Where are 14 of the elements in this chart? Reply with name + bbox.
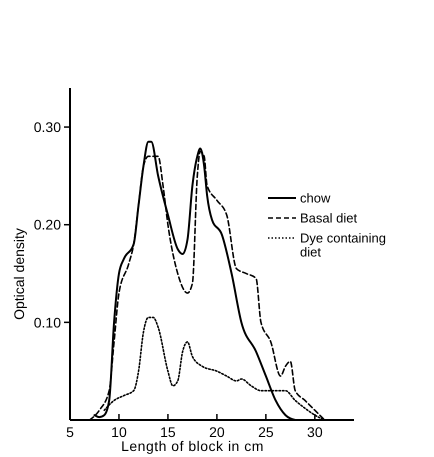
y-tick-label: 0.10 (34, 314, 62, 330)
y-tick-label: 0.30 (34, 118, 62, 135)
legend-label: Basal diet (300, 210, 358, 226)
legend-label: chow (300, 190, 331, 206)
x-tick-label: 20 (209, 424, 225, 440)
x-tick-label: 25 (258, 424, 274, 440)
x-axis-title: Length of block in cm (121, 438, 264, 454)
x-tick-label: 10 (111, 424, 127, 440)
y-axis-title: Optical density (11, 228, 27, 320)
y-tick-label: 0.20 (34, 216, 62, 233)
x-tick-label: 15 (160, 424, 176, 440)
x-tick-label: 30 (307, 424, 323, 440)
legend-label: Dye containing diet (300, 230, 386, 260)
x-tick-label: 5 (66, 424, 74, 440)
